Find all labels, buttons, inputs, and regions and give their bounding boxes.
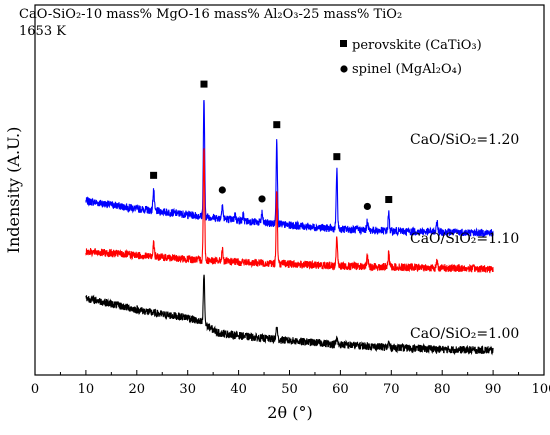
legend-circle-marker (340, 65, 348, 73)
x-axis-label: 2θ (°) (267, 403, 312, 422)
series-label-1-00: CaO/SiO₂=1.00 (410, 326, 519, 342)
series-line-2 (85, 274, 494, 356)
series-line-0 (85, 99, 494, 237)
x-tick-label: 40 (230, 382, 247, 397)
x-tick-label: 0 (31, 382, 39, 397)
perovskite-marker (385, 196, 393, 204)
perovskite-marker (150, 171, 158, 179)
x-tick-label: 100 (532, 382, 550, 397)
marker-layer (150, 80, 393, 211)
series-line-1 (85, 148, 494, 274)
series-label-1-10: CaO/SiO₂=1.10 (410, 231, 519, 247)
legend-label-perovskite: perovskite (CaTiO₃) (352, 38, 482, 53)
spinel-marker (258, 195, 266, 203)
perovskite-marker (200, 80, 208, 88)
legend-square-marker (340, 40, 347, 47)
legend-label-spinel: spinel (MgAl₂O₄) (352, 62, 462, 77)
perovskite-marker (273, 121, 281, 129)
spinel-marker (363, 202, 371, 211)
x-tick-label: 80 (434, 382, 451, 397)
x-tick-label: 30 (179, 382, 196, 397)
series-label-1-20: CaO/SiO₂=1.20 (410, 132, 519, 148)
chart-title-line2: 1653 K (19, 24, 66, 39)
x-tick-label: 50 (281, 382, 298, 397)
x-tick-label: 60 (332, 382, 349, 397)
perovskite-marker (333, 153, 341, 161)
x-tick-label: 70 (383, 382, 400, 397)
x-tick-label: 90 (485, 382, 502, 397)
y-axis-label: Indensity (A.U.) (4, 127, 23, 254)
legend: perovskite (CaTiO₃) spinel (MgAl₂O₄) (340, 38, 482, 77)
x-axis-ticks: 0 10 20 30 40 50 60 70 80 90 100 (31, 370, 550, 397)
chart-title-line1: CaO-SiO₂-10 mass% MgO-16 mass% Al₂O₃-25 … (19, 7, 402, 22)
series-layer (85, 99, 494, 356)
spinel-marker (218, 186, 226, 194)
x-tick-label: 20 (129, 382, 146, 397)
x-tick-label: 10 (78, 382, 95, 397)
